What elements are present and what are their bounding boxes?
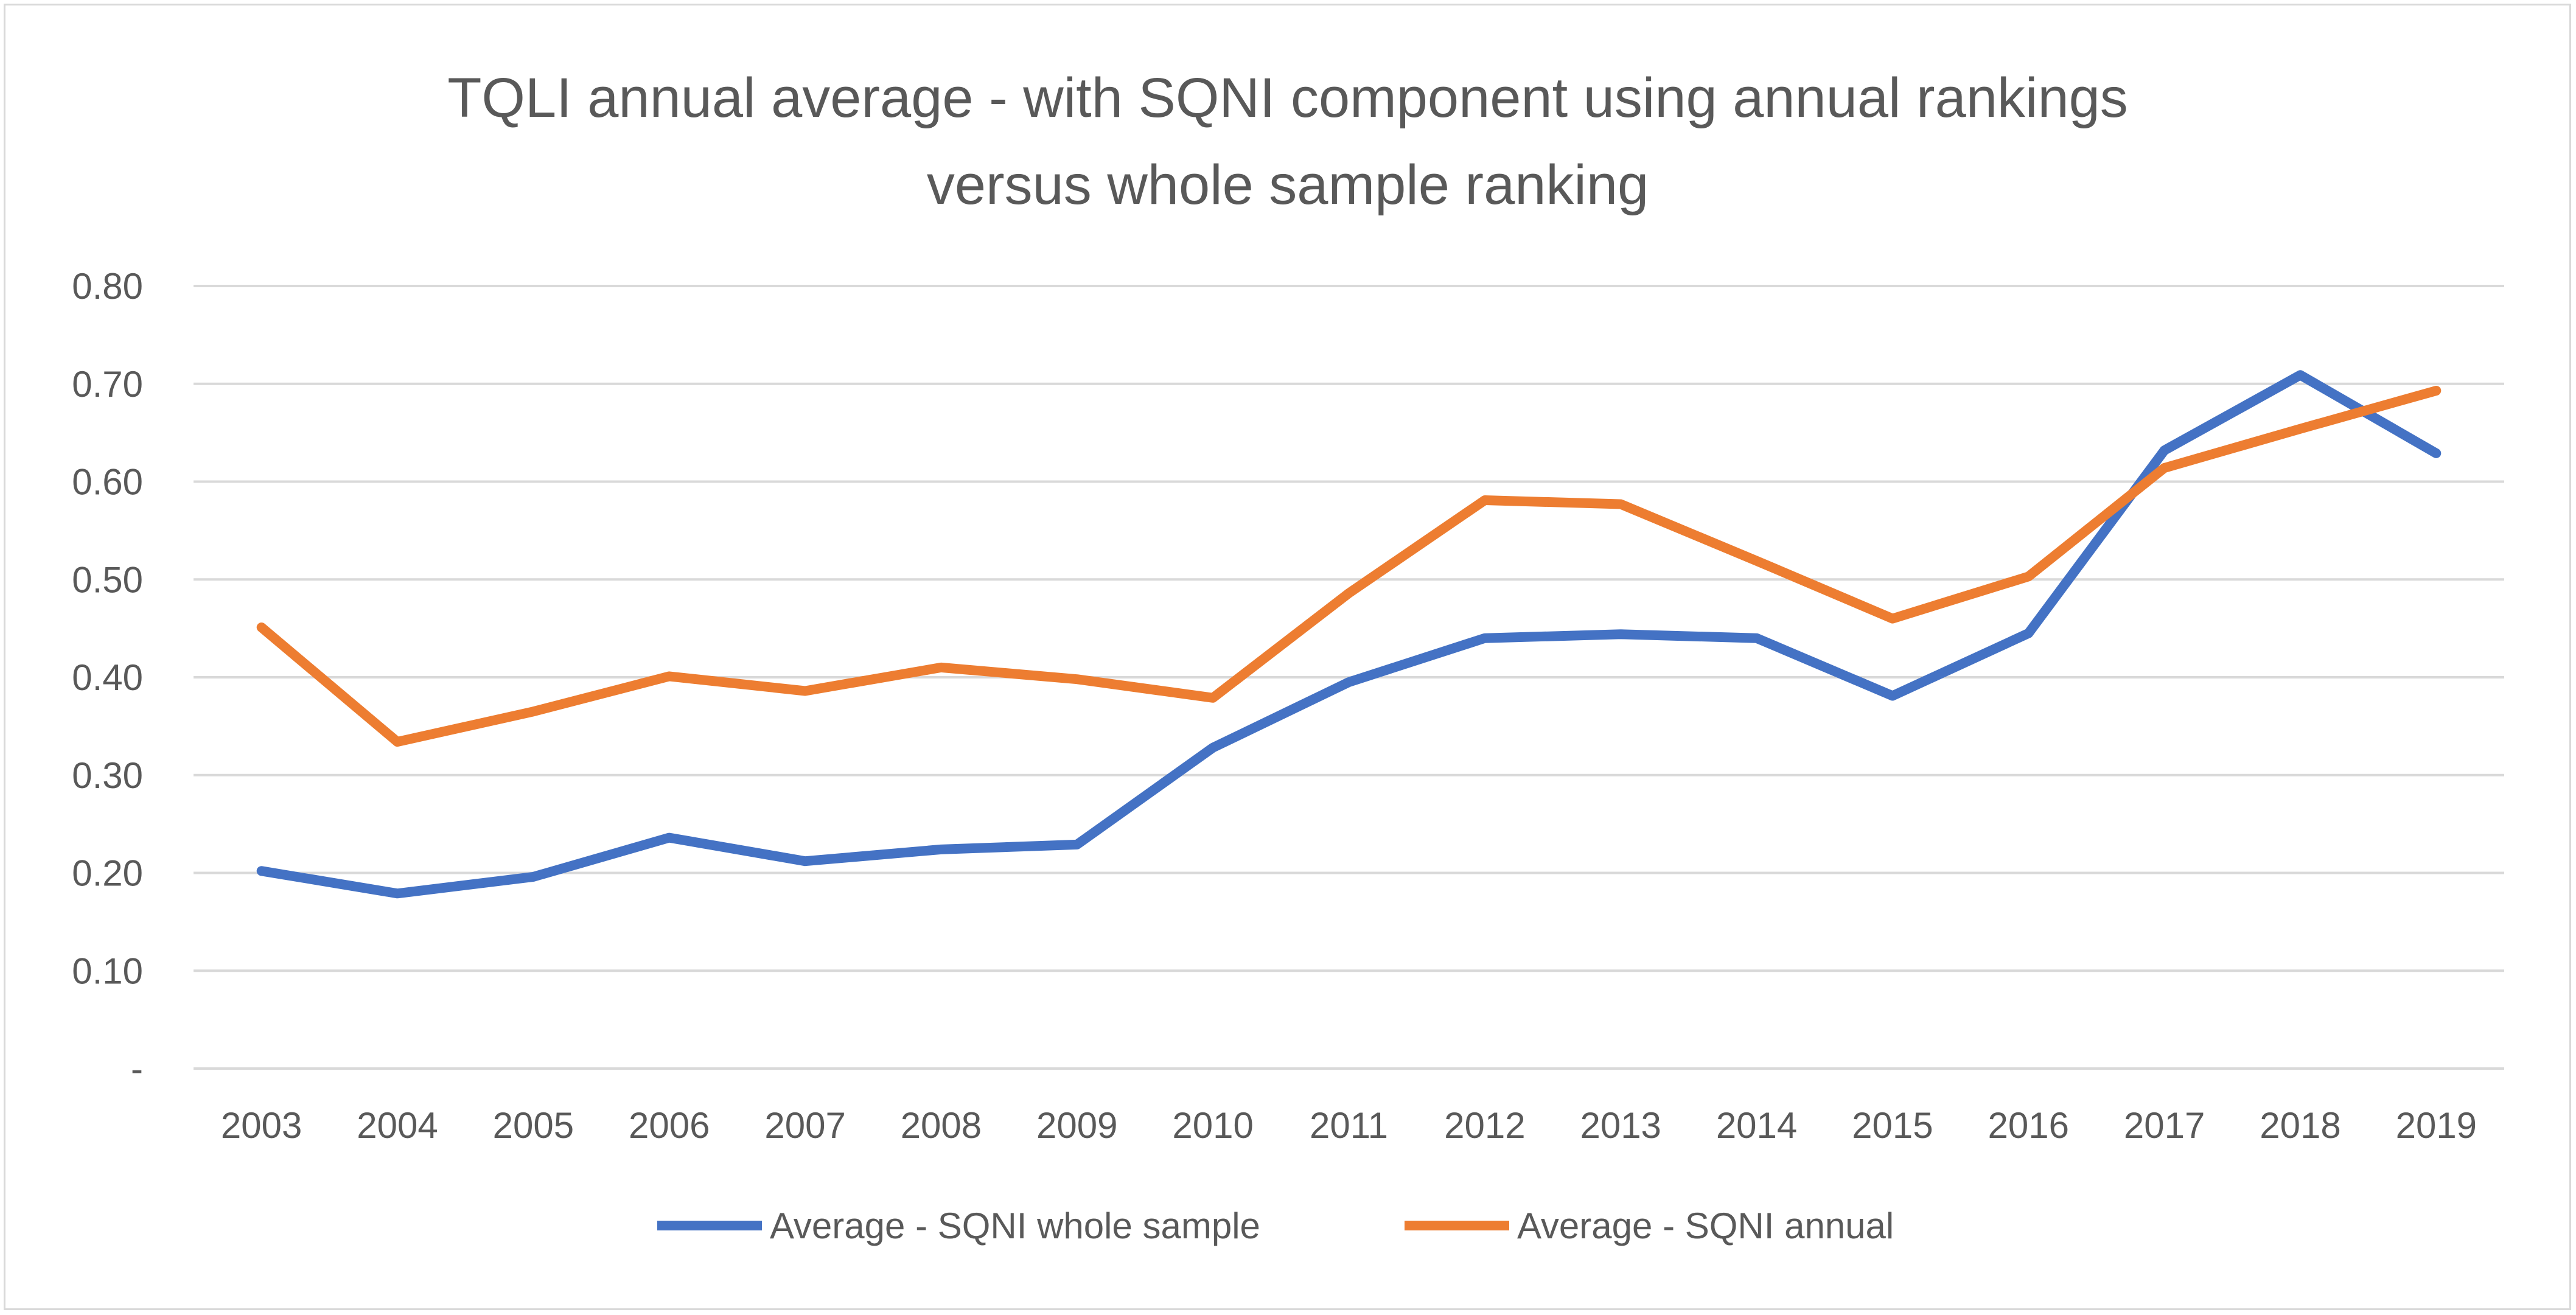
y-tick-label: 0.80 (72, 266, 143, 307)
x-tick-label: 2019 (2396, 1105, 2477, 1146)
x-tick-label: 2016 (1988, 1105, 2069, 1146)
legend-label: Average - SQNI annual (1517, 1205, 1894, 1246)
legend-label: Average - SQNI whole sample (770, 1205, 1260, 1246)
legend: Average - SQNI whole sample Average - SQN… (657, 1205, 1894, 1246)
chart-title-line-1: TQLI annual average - with SQNI componen… (447, 67, 2128, 129)
x-tick-label: 2013 (1580, 1105, 1661, 1146)
y-tick-label: 0.70 (72, 364, 143, 405)
x-tick-label: 2011 (1310, 1105, 1388, 1146)
y-tick-label: 0.20 (72, 853, 143, 894)
legend-item-1: Average - SQNI whole sample (657, 1205, 1260, 1246)
x-tick-label: 2015 (1852, 1105, 1933, 1146)
x-tick-label: 2012 (1444, 1105, 1525, 1146)
x-tick-label: 2009 (1036, 1105, 1117, 1146)
x-tick-label: 2007 (764, 1105, 845, 1146)
gridlines (194, 285, 2504, 1070)
x-tick-label: 2003 (221, 1105, 302, 1146)
y-tick-label: 0.30 (72, 755, 143, 796)
chart-title: TQLI annual average - with SQNI componen… (447, 67, 2128, 216)
y-tick-label: - (131, 1048, 143, 1089)
series-lines (256, 370, 2442, 899)
y-axis: - 0.10 0.20 0.30 0.40 0.50 0.60 0.70 0.80 (72, 266, 143, 1089)
x-tick-label: 2014 (1716, 1105, 1797, 1146)
x-tick-label: 2010 (1172, 1105, 1253, 1146)
y-tick-label: 0.10 (72, 950, 143, 991)
chart-frame (4, 4, 2571, 1310)
legend-item-2: Average - SQNI annual (1405, 1205, 1894, 1246)
x-tick-label: 2008 (901, 1105, 982, 1146)
x-tick-label: 2006 (629, 1105, 710, 1146)
y-tick-label: 0.60 (72, 462, 143, 503)
y-tick-label: 0.40 (72, 657, 143, 698)
x-tick-label: 2004 (357, 1105, 438, 1146)
x-tick-label: 2017 (2124, 1105, 2205, 1146)
y-tick-label: 0.50 (72, 559, 143, 600)
chart-title-line-2: versus whole sample ranking (927, 154, 1649, 216)
series-line-1 (256, 370, 2442, 899)
x-tick-label: 2005 (493, 1105, 574, 1146)
x-tick-label: 2018 (2260, 1105, 2340, 1146)
series-line-2 (256, 386, 2442, 747)
x-axis: 2003 2004 2005 2006 2007 2008 2009 2010 2011 2012… (221, 1105, 2477, 1146)
